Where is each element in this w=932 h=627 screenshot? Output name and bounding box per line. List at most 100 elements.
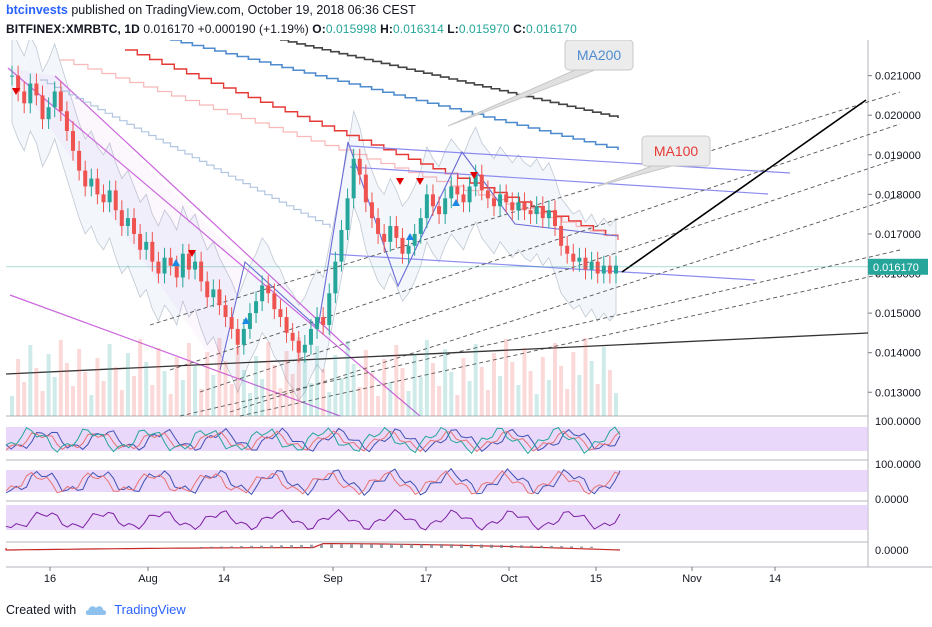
- candle-body: [345, 198, 350, 230]
- candle-body: [278, 309, 283, 318]
- y-tick-label: 0.018000: [875, 189, 921, 201]
- buy-arrow-icon: [406, 233, 414, 240]
- candle-body: [77, 150, 82, 171]
- volume-bar: [430, 363, 435, 416]
- candle-body: [516, 202, 521, 211]
- macd-histogram-bar: [280, 545, 283, 548]
- candle-body: [534, 206, 539, 215]
- volume-bar: [607, 370, 612, 416]
- volume-bar: [510, 362, 515, 416]
- volume-bar: [534, 394, 539, 416]
- volume-bar: [455, 395, 460, 416]
- macd-histogram-bar: [300, 544, 303, 548]
- footer: Created with TradingView: [6, 602, 186, 617]
- volume-bar: [211, 375, 216, 416]
- candle-body: [132, 218, 137, 234]
- sell-arrow-icon: [416, 178, 424, 185]
- candle-body: [418, 218, 423, 234]
- macd-histogram-bar: [490, 544, 493, 548]
- ma200-line: [170, 40, 619, 150]
- macd-histogram-bar: [340, 544, 343, 548]
- macd-histogram-bar: [550, 545, 553, 548]
- volume-bar: [193, 366, 198, 416]
- high-value: 0.016314: [393, 22, 444, 36]
- ma100-line: [125, 49, 619, 240]
- candle-body: [412, 233, 417, 246]
- volume-bar: [83, 372, 88, 416]
- volume-bar: [546, 380, 551, 416]
- candle-body: [601, 265, 606, 274]
- candle-body: [83, 170, 88, 187]
- channel-top-line: [349, 145, 791, 174]
- last-price-tag: [868, 258, 928, 275]
- candle-body: [473, 174, 478, 187]
- macd-histogram-bar: [500, 544, 503, 548]
- y-tick-label: 0.014000: [875, 348, 921, 360]
- candle-body: [559, 226, 564, 246]
- candle-body: [376, 218, 381, 234]
- ma50-line: [60, 59, 619, 240]
- candle-body: [107, 190, 112, 203]
- candle-body: [40, 95, 45, 120]
- created-with-text: Created with: [6, 602, 77, 617]
- macd-histogram-bar: [540, 545, 543, 548]
- candle-body: [363, 174, 368, 203]
- candle-body: [461, 194, 466, 203]
- candle-body: [235, 328, 240, 345]
- volume-bar: [119, 390, 124, 416]
- volume-bar: [278, 388, 283, 416]
- candle-body: [614, 265, 618, 274]
- macd-histogram-bar: [430, 544, 433, 548]
- x-tick-label: 16: [44, 573, 56, 585]
- macd-histogram-bar: [380, 544, 383, 548]
- volume-bar: [186, 343, 191, 416]
- volume-bar: [467, 381, 472, 416]
- candle-body: [546, 210, 551, 219]
- candle-body: [125, 218, 130, 227]
- wedge-mid-line: [54, 75, 351, 351]
- volume-bar: [498, 376, 503, 416]
- volume-bar: [473, 344, 478, 416]
- volume-bar: [376, 396, 381, 416]
- volume-bar: [394, 345, 399, 416]
- volume-bar: [144, 362, 149, 416]
- volume-bar: [540, 357, 545, 416]
- volume-bar: [40, 391, 45, 416]
- candle-body: [180, 253, 185, 278]
- candle-body: [485, 190, 490, 199]
- candle-body: [64, 111, 69, 132]
- candle-body: [357, 158, 362, 175]
- macd-histogram-bar: [420, 544, 423, 548]
- author-link[interactable]: btcinvests: [6, 3, 68, 17]
- ma100-callout-box: [641, 135, 711, 167]
- volume-bar: [577, 375, 582, 416]
- candle-body: [138, 233, 143, 250]
- price-change: +0.000190 (+1.19%): [197, 22, 309, 36]
- candle-body: [424, 194, 429, 219]
- candle-body: [58, 91, 63, 112]
- candle-body: [607, 265, 612, 274]
- macd-histogram-bar: [330, 544, 333, 548]
- y-tick-label: 0.013000: [875, 387, 921, 399]
- candle-body: [479, 174, 484, 191]
- candle-body: [156, 261, 161, 274]
- volume-bar: [449, 372, 454, 416]
- macd-histogram-bar: [390, 544, 393, 548]
- buy-arrow-icon: [172, 259, 180, 266]
- volume-bar: [132, 376, 137, 416]
- candle-body: [321, 317, 326, 325]
- ma200-callout-box: [564, 40, 634, 71]
- candle-body: [217, 289, 222, 306]
- volume-bar: [351, 364, 356, 416]
- candle-body: [577, 257, 582, 262]
- tradingview-brand-link[interactable]: TradingView: [114, 602, 186, 617]
- volume-bar: [22, 382, 27, 416]
- candle-body: [369, 202, 374, 219]
- volume-bar: [89, 395, 94, 416]
- price-chart[interactable]: MA200 MA100 0.021000 0.020000 0.019000 0.0180…: [0, 40, 932, 596]
- volume-bar: [64, 363, 69, 416]
- macd-histogram-bar: [320, 544, 323, 548]
- candle-body: [498, 194, 503, 207]
- macd-histogram-bar: [570, 546, 573, 548]
- volume-bar: [199, 389, 204, 416]
